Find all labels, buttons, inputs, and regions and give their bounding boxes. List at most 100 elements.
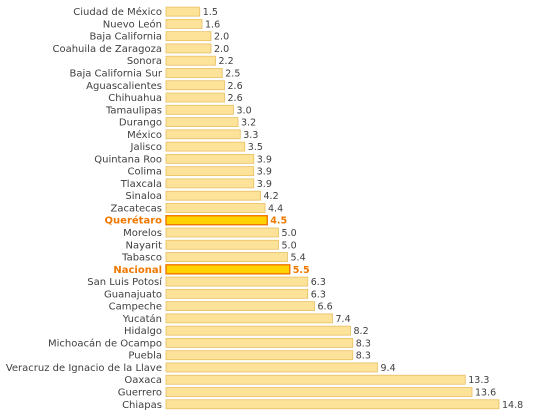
value-label-8: 3.0 [237, 105, 252, 116]
value-label-13: 3.9 [257, 167, 272, 178]
value-label-17: 4.5 [270, 216, 287, 227]
value-label-29: 9.4 [381, 363, 396, 374]
bar-11 [165, 141, 246, 152]
bar-31 [165, 387, 473, 397]
category-label-26: Hidalgo [124, 326, 162, 337]
value-label-15: 4.2 [264, 191, 279, 202]
value-label-21: 5.5 [293, 265, 310, 276]
value-label-16: 4.4 [268, 203, 283, 214]
value-label-24: 6.6 [318, 302, 333, 313]
category-label-5: Baja California Sur [69, 68, 162, 79]
category-label-28: Puebla [128, 351, 162, 362]
category-label-17: Querétaro [105, 215, 163, 227]
bar-4 [165, 55, 216, 66]
bar-10 [165, 129, 241, 140]
bar-1 [165, 19, 203, 29]
category-label-9: Durango [119, 118, 162, 129]
category-label-32: Chiapas [122, 400, 162, 411]
category-label-11: Jalisco [130, 142, 162, 153]
bars-group [165, 6, 500, 410]
value-label-23: 6.3 [311, 289, 326, 300]
bar-26 [165, 325, 351, 336]
value-label-7: 2.6 [228, 93, 243, 104]
bar-15 [165, 190, 261, 201]
bar-25 [165, 313, 333, 324]
value-labels-group: 1.51.62.02.02.22.52.62.63.03.23.33.53.93… [203, 7, 523, 411]
value-label-26: 8.2 [354, 326, 369, 337]
value-label-2: 2.0 [214, 32, 229, 43]
value-label-3: 2.0 [214, 44, 229, 55]
value-label-4: 2.2 [219, 56, 234, 67]
value-label-30: 13.3 [468, 375, 489, 386]
bar-3 [165, 43, 212, 54]
category-label-30: Oaxaca [124, 375, 162, 386]
bar-8 [165, 104, 234, 115]
bar-9 [165, 117, 239, 127]
bar-7 [165, 92, 225, 103]
bar-12 [165, 153, 255, 164]
bar-17 [165, 215, 268, 226]
bar-30 [165, 374, 466, 385]
value-label-10: 3.3 [243, 130, 258, 141]
bar-18 [165, 227, 279, 238]
value-label-27: 8.3 [356, 338, 371, 349]
category-label-25: Yucatán [122, 313, 162, 325]
bar-20 [165, 252, 288, 262]
value-label-11: 3.5 [248, 142, 263, 153]
value-label-20: 5.4 [291, 253, 306, 264]
category-label-7: Chihuahua [108, 93, 162, 104]
bar-14 [165, 178, 255, 189]
bar-5 [165, 68, 223, 78]
bar-19 [165, 239, 279, 250]
value-label-32: 14.8 [502, 400, 523, 411]
bar-32 [165, 399, 500, 410]
category-label-23: Guanajuato [104, 289, 162, 300]
category-label-24: Campeche [109, 302, 162, 313]
category-label-21: Nacional [113, 265, 162, 276]
category-label-10: México [127, 129, 162, 141]
category-label-18: Morelos [123, 228, 162, 239]
value-label-31: 13.6 [475, 388, 496, 399]
bar-28 [165, 350, 354, 361]
category-label-2: Baja California [89, 32, 162, 43]
value-label-25: 7.4 [336, 314, 351, 325]
bar-22 [165, 276, 309, 287]
bar-24 [165, 301, 315, 312]
category-label-27: Michoacán de Ocampo [48, 337, 162, 349]
bar-6 [165, 80, 225, 91]
value-label-19: 5.0 [282, 240, 297, 251]
category-label-12: Quintana Roo [94, 154, 162, 165]
value-label-6: 2.6 [228, 81, 243, 92]
value-label-18: 5.0 [282, 228, 297, 239]
bar-29 [165, 362, 378, 373]
category-label-13: Colima [127, 167, 162, 178]
category-label-19: Nayarit [126, 240, 163, 251]
value-label-22: 6.3 [311, 277, 326, 288]
bar-0 [165, 6, 201, 17]
value-label-14: 3.9 [257, 179, 272, 190]
category-label-31: Guerrero [118, 388, 162, 399]
bar-27 [165, 338, 354, 348]
value-label-0: 1.5 [203, 7, 218, 18]
value-label-12: 3.9 [257, 154, 272, 165]
category-label-8: Tamaulipas [105, 105, 162, 116]
category-label-6: Aguascalientes [86, 81, 162, 92]
value-label-5: 2.5 [225, 68, 240, 79]
category-label-14: Tlaxcala [120, 179, 162, 190]
category-label-29: Veracruz de Ignacio de la Llave [6, 363, 162, 374]
category-label-1: Nuevo León [103, 18, 162, 30]
category-label-3: Coahuila de Zaragoza [52, 44, 162, 55]
value-label-28: 8.3 [356, 351, 371, 362]
category-label-22: San Luis Potosí [87, 276, 163, 288]
category-label-15: Sinaloa [125, 191, 162, 202]
bar-13 [165, 166, 255, 177]
category-label-16: Zacatecas [110, 203, 162, 214]
category-label-0: Ciudad de México [73, 6, 162, 18]
bar-16 [165, 203, 266, 213]
value-label-9: 3.2 [241, 118, 256, 129]
value-label-1: 1.6 [205, 19, 220, 30]
bar-2 [165, 31, 212, 42]
category-label-20: Tabasco [121, 253, 162, 264]
